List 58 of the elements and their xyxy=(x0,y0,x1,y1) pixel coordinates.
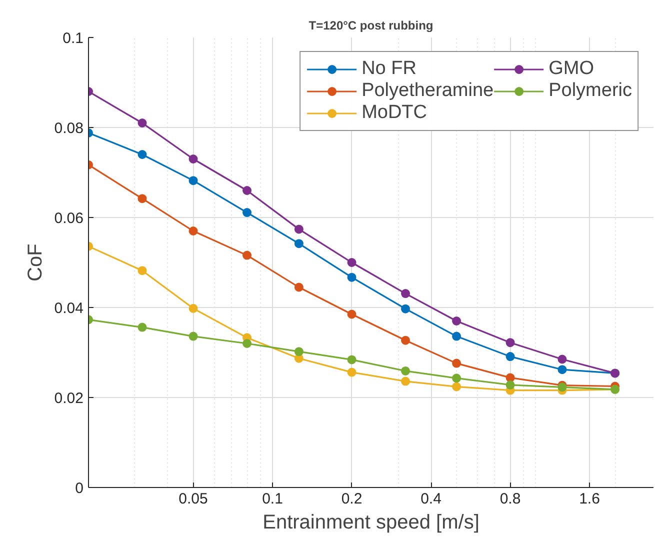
y-tick-label: 0.04 xyxy=(54,300,84,317)
chart-title: T=120°C post rubbing xyxy=(308,18,434,32)
point xyxy=(401,304,410,314)
point xyxy=(401,366,410,376)
point xyxy=(401,376,410,386)
point xyxy=(188,176,198,186)
x-tick-label: 0.8 xyxy=(500,490,521,508)
point xyxy=(347,310,356,319)
point xyxy=(452,316,462,326)
point xyxy=(452,382,462,392)
legend-label: No FR xyxy=(362,58,416,80)
legend-label: MoDTC xyxy=(362,102,428,124)
point xyxy=(347,258,356,267)
y-tick-label: 0.06 xyxy=(54,210,84,227)
point xyxy=(188,332,198,341)
x-tick-label: 0.1 xyxy=(262,490,283,508)
point xyxy=(452,358,462,368)
point xyxy=(294,282,304,292)
point xyxy=(401,336,410,345)
point xyxy=(138,266,147,276)
point xyxy=(558,365,567,374)
point xyxy=(188,304,198,313)
x-tick-label: 0.4 xyxy=(420,490,442,508)
point xyxy=(188,226,198,236)
point xyxy=(138,194,147,204)
point xyxy=(294,347,304,356)
point xyxy=(347,272,356,282)
x-tick-label: 0.2 xyxy=(341,490,362,508)
y-tick-label: 0.1 xyxy=(62,30,84,47)
y-tick-label: 0.08 xyxy=(54,120,84,137)
point xyxy=(401,289,410,298)
x-tick-label: 0.05 xyxy=(178,490,208,508)
point xyxy=(188,154,198,164)
point xyxy=(347,355,356,364)
point xyxy=(506,352,515,362)
y-tick-label: 0 xyxy=(75,480,84,497)
x-axis-title: Entrainment speed [m/s] xyxy=(262,512,480,534)
point xyxy=(242,208,252,218)
legend-label: GMO xyxy=(548,58,594,80)
y-tick-label: 0.02 xyxy=(54,390,84,407)
y-axis-title: CoF xyxy=(24,244,46,282)
point xyxy=(452,332,462,341)
point xyxy=(294,239,304,248)
point xyxy=(138,118,147,128)
point xyxy=(242,186,252,195)
point xyxy=(347,368,356,377)
point xyxy=(294,224,304,234)
x-tick-label: 1.6 xyxy=(579,490,600,508)
legend-label: Polyetheramine xyxy=(362,80,494,102)
point xyxy=(138,322,147,332)
point xyxy=(506,380,515,390)
point xyxy=(558,354,567,364)
point xyxy=(452,374,462,383)
point xyxy=(242,339,252,348)
point xyxy=(506,338,515,348)
point xyxy=(138,150,147,159)
legend-label: Polymeric xyxy=(548,80,632,102)
point xyxy=(242,250,252,260)
